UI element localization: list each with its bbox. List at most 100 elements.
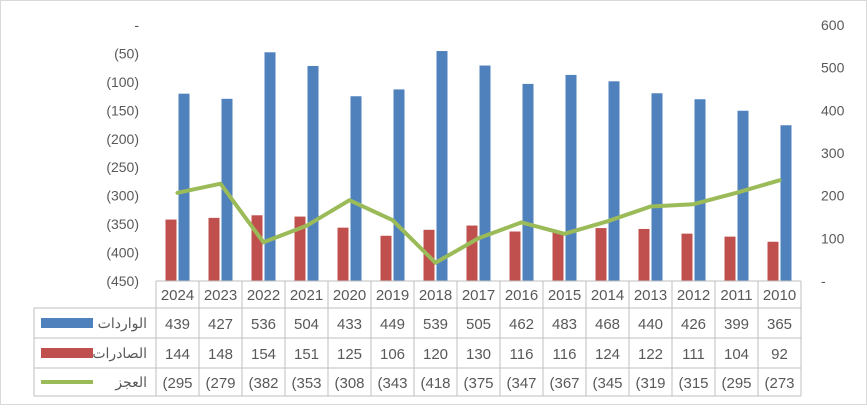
data-label: 449 xyxy=(380,316,405,333)
deficit-line xyxy=(175,178,782,265)
data-label: 106 xyxy=(380,346,405,363)
data-label: 433 xyxy=(337,316,362,333)
left-axis-tick-label: (250) xyxy=(106,159,139,175)
data-label: (295 xyxy=(162,375,192,392)
category-label: 2016 xyxy=(505,287,538,304)
bar-imports xyxy=(565,74,577,281)
left-axis-tick-label: (50) xyxy=(114,45,139,61)
data-label: 483 xyxy=(552,316,577,333)
bar-imports xyxy=(737,110,749,281)
bar-exports xyxy=(552,231,564,281)
left-axis-tick-label: (100) xyxy=(106,74,139,90)
left-axis-tick-label: (400) xyxy=(106,245,139,261)
legend-key xyxy=(41,318,93,328)
data-label: (308 xyxy=(334,375,364,392)
category-label: 2014 xyxy=(591,287,624,304)
bar-imports xyxy=(608,81,620,281)
legend-label: الواردات xyxy=(98,315,147,332)
bar-imports xyxy=(522,83,534,281)
left-axis-tick-label: (350) xyxy=(106,216,139,232)
bar-exports xyxy=(724,236,736,281)
right-axis-tick-label: 400 xyxy=(821,102,845,118)
bars xyxy=(165,51,792,282)
data-label: (418 xyxy=(420,375,450,392)
data-label: 365 xyxy=(767,316,792,333)
data-label: (273 xyxy=(764,375,794,392)
data-label: 120 xyxy=(423,346,448,363)
legend-label: العجز xyxy=(114,374,147,391)
right-axis-tick-label: 100 xyxy=(821,230,845,246)
category-label: 2011 xyxy=(720,287,752,304)
data-label: (295 xyxy=(721,375,751,392)
bar-imports xyxy=(264,52,276,281)
bar-exports xyxy=(294,216,306,281)
data-label: (367 xyxy=(549,375,579,392)
data-label: 125 xyxy=(337,346,362,363)
category-label: 2023 xyxy=(204,287,237,304)
legend-label: الصادرات xyxy=(92,345,147,362)
right-axis-tick-label: - xyxy=(821,273,826,289)
data-label: 148 xyxy=(208,346,233,363)
bar-imports xyxy=(178,93,190,282)
category-label: 2010 xyxy=(763,287,796,304)
data-label: 92 xyxy=(771,346,788,363)
bar-exports xyxy=(165,219,177,281)
bar-exports xyxy=(466,225,478,281)
data-label: 440 xyxy=(638,316,663,333)
bar-exports xyxy=(681,233,693,281)
left-axis-tick-label: (200) xyxy=(106,131,139,147)
category-label: 2020 xyxy=(333,287,366,304)
category-label: 2017 xyxy=(462,287,495,304)
category-label: 2021 xyxy=(290,287,323,304)
data-label: 151 xyxy=(294,346,319,363)
bar-exports xyxy=(595,228,607,281)
left-axis-tick-label: (300) xyxy=(106,188,139,204)
line-series xyxy=(175,178,782,265)
data-label: 427 xyxy=(208,316,233,333)
data-label: (347 xyxy=(506,375,536,392)
legend-key xyxy=(41,348,93,358)
category-label: 2013 xyxy=(634,287,667,304)
data-label: 504 xyxy=(294,316,319,333)
data-label: 439 xyxy=(165,316,190,333)
data-label: 130 xyxy=(466,346,491,363)
data-label: 462 xyxy=(509,316,534,333)
right-axis-tick-label: 600 xyxy=(821,17,845,33)
category-label: 2022 xyxy=(247,287,280,304)
data-label: 124 xyxy=(595,346,620,363)
data-label: (319 xyxy=(635,375,665,392)
data-label: 536 xyxy=(251,316,276,333)
bar-exports xyxy=(767,241,779,281)
data-label: 116 xyxy=(510,346,534,363)
bar-imports xyxy=(436,51,448,281)
data-label: 122 xyxy=(638,346,663,363)
bar-exports xyxy=(337,227,349,281)
bar-imports xyxy=(780,125,792,282)
data-label: (375 xyxy=(463,375,493,392)
bar-imports xyxy=(694,99,706,282)
data-table: 2024 2023 2022 2021 2020 2019 2018 2017 2016 2015… xyxy=(33,280,802,397)
bar-imports xyxy=(393,89,405,281)
data-label: 154 xyxy=(251,346,276,363)
data-label: (315 xyxy=(678,375,708,392)
data-label: 468 xyxy=(595,316,620,333)
data-label: 426 xyxy=(681,316,706,333)
bar-imports xyxy=(479,65,491,282)
category-label: 2018 xyxy=(419,287,452,304)
bar-exports xyxy=(509,231,521,281)
data-label: 104 xyxy=(724,346,749,363)
category-label: 2019 xyxy=(376,287,409,304)
data-label: (343 xyxy=(377,375,407,392)
data-label: (279 xyxy=(205,375,235,392)
data-label: 116 xyxy=(553,346,577,363)
bar-exports xyxy=(208,217,220,281)
data-label: 399 xyxy=(724,316,749,333)
left-axis-tick-label: (150) xyxy=(106,102,139,118)
data-label: 539 xyxy=(423,316,448,333)
bar-exports xyxy=(251,215,263,281)
bar-imports xyxy=(651,93,663,282)
bar-exports xyxy=(638,228,650,281)
right-axis-tick-label: 200 xyxy=(821,188,845,204)
